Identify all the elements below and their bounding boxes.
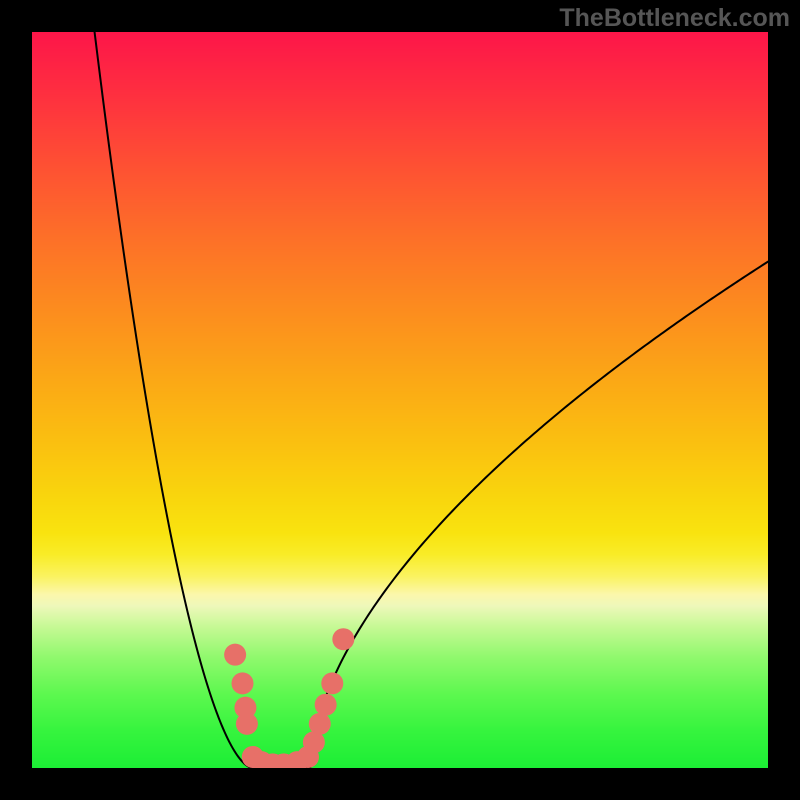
data-marker [315, 694, 337, 716]
watermark-text: TheBottleneck.com [559, 4, 790, 33]
chart-svg [0, 0, 800, 800]
chart-root: TheBottleneck.com [0, 0, 800, 800]
data-marker [309, 713, 331, 735]
data-marker [236, 713, 258, 735]
data-marker [321, 672, 343, 694]
data-marker [232, 672, 254, 694]
data-marker [224, 644, 246, 666]
data-marker [332, 628, 354, 650]
background-bands [32, 32, 768, 769]
